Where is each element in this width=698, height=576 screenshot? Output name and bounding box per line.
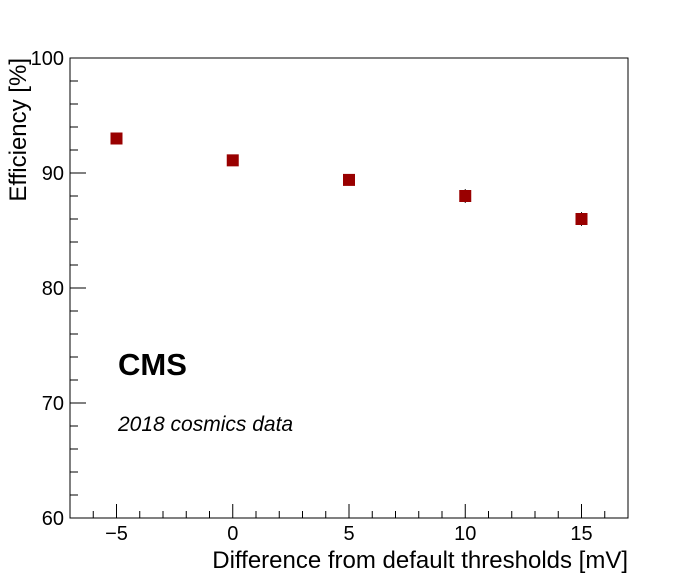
x-axis-title: Difference from default thresholds [mV] [212,547,628,574]
data-point [459,190,472,202]
plot-frame [69,57,629,519]
data-series [110,132,588,226]
data-point [226,154,239,167]
x-tick-label: 10 [454,523,476,545]
x-tick-label: 15 [570,523,592,545]
y-axis-title: Efficiency [%] [5,58,32,202]
y-tick-label: 90 [42,163,64,185]
dataset-label: 2018 cosmics data [117,413,293,436]
y-tick-label: 100 [31,48,64,70]
y-axis-tick-labels: 60 70 80 90 100 [31,48,64,530]
data-point [343,173,355,186]
x-tick-label: 5 [343,523,354,545]
x-tick-label: −5 [105,523,128,545]
y-tick-label: 60 [42,508,64,530]
y-tick-label: 80 [42,278,64,300]
x-tick-label: 0 [227,523,238,545]
data-point [575,213,588,225]
data-point [110,132,123,145]
x-axis-tick-labels: −5 0 5 10 15 [105,523,593,545]
y-tick-label: 70 [42,393,64,415]
x-axis-ticks [69,504,629,518]
experiment-label: CMS [118,347,187,382]
y-axis-ticks [70,57,86,519]
